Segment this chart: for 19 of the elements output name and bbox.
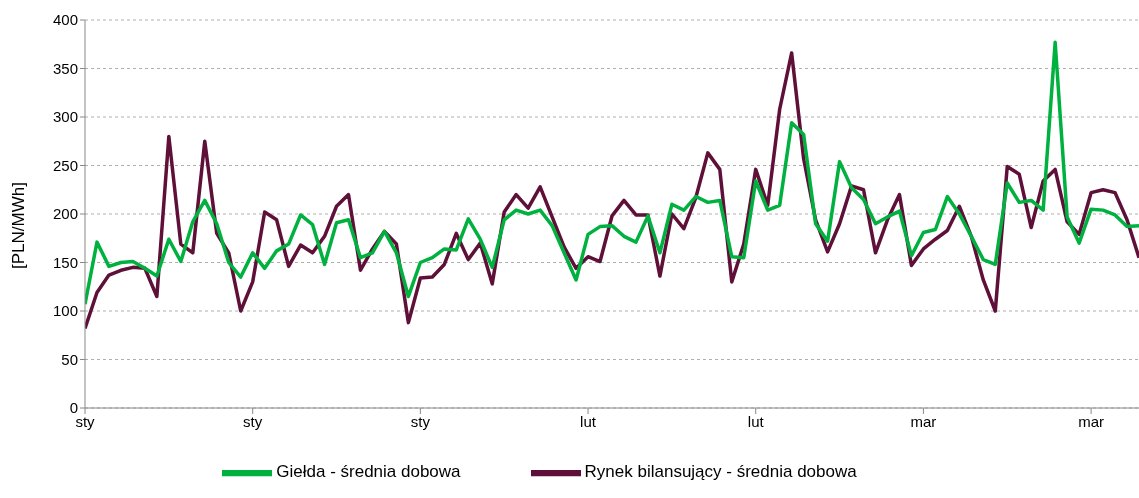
y-tick-label: 200: [52, 205, 78, 223]
x-tick-label: mar: [1078, 412, 1105, 430]
y-tick-label: 400: [52, 11, 78, 29]
legend-label: Rynek bilansujący - średnia dobowa: [584, 462, 857, 482]
y-tick-label: 100: [52, 302, 78, 320]
x-tick-label: sty: [75, 412, 96, 430]
x-tick-label: lut: [580, 412, 597, 430]
y-tick-label: 300: [52, 108, 78, 126]
x-tick-label: lut: [747, 412, 765, 430]
y-tick-label: 0: [69, 399, 78, 417]
x-tick-label: sty: [243, 412, 263, 430]
y-tick-label: 150: [52, 253, 78, 271]
x-tick-label: mar: [910, 412, 937, 430]
legend-label: Giełda - średnia dobowa: [276, 462, 461, 482]
y-tick-label: 350: [52, 59, 78, 77]
y-tick-label: 50: [61, 350, 78, 368]
y-axis-title: [PLN/MWh]: [9, 182, 29, 269]
y-tick-label: 250: [52, 156, 78, 174]
x-tick-label: sty: [410, 412, 431, 430]
